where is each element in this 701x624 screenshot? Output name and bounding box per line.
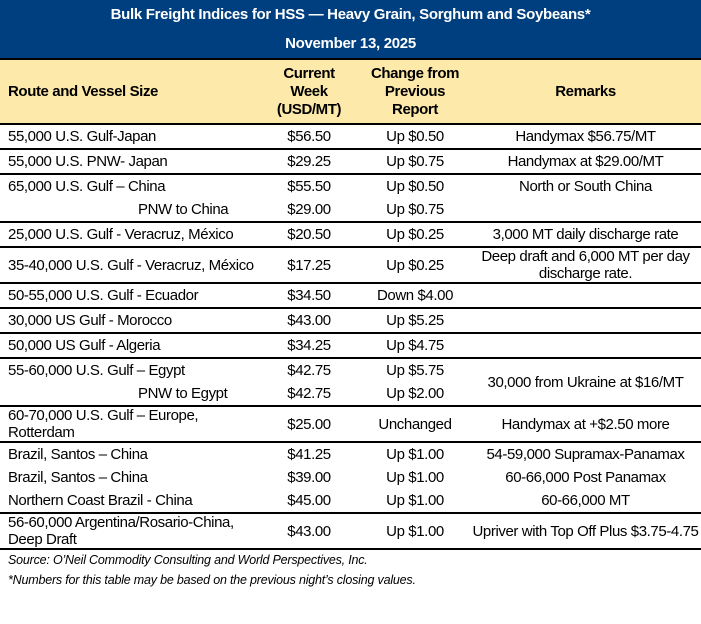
table-row: 60-70,000 U.S. Gulf – Europe, Rotterdam $…: [0, 405, 701, 442]
remarks-cell: 30,000 from Ukraine at $16/MT: [470, 357, 701, 406]
route-cell: 55-60,000 U.S. Gulf – Egypt: [0, 357, 258, 382]
route-cell: 56-60,000 Argentina/Rosario-China, Deep …: [0, 512, 258, 550]
table-footer: Source: O’Neil Commodity Consulting and …: [0, 550, 701, 590]
column-header-route: Route and Vessel Size: [0, 60, 258, 124]
change-cell: Up $0.75: [386, 201, 444, 218]
route-cell: 50,000 US Gulf - Algeria: [0, 332, 258, 358]
freight-table: Route and Vessel Size Current Week (USD/…: [0, 60, 701, 550]
route-cell: 55,000 U.S. PNW- Japan: [0, 148, 258, 174]
table-body: 55,000 U.S. Gulf-Japan $56.50 Up $0.50 Hand…: [0, 123, 701, 550]
table-row: Brazil, Santos – China $39.00 Up $1.00 60-6…: [0, 466, 701, 489]
current-week-cell: $43.00: [258, 512, 360, 550]
table-row: 25,000 U.S. Gulf - Veracruz, México $20.5…: [0, 221, 701, 247]
current-week-cell: $17.25: [258, 246, 360, 283]
change-cell: Up $0.50: [360, 123, 470, 149]
remarks-cell: [470, 282, 701, 308]
remarks-cell: 60-66,000 Post Panamax: [505, 469, 666, 486]
route-cell: Brazil, Santos – China: [0, 441, 258, 466]
table-row: Northern Coast Brazil - China $45.00 Up $1…: [0, 489, 701, 513]
table-row: PNW to China $29.00 Up $0.75: [0, 198, 701, 222]
change-cell: Up $0.25: [360, 221, 470, 247]
route-cell: Northern Coast Brazil - China: [8, 492, 193, 509]
table-row: 30,000 US Gulf - Morocco $43.00 Up $5.25: [0, 307, 701, 333]
header-line: Change from: [370, 64, 460, 82]
current-week-cell: $20.50: [258, 221, 360, 247]
current-week-cell: $56.50: [258, 123, 360, 149]
current-week-cell: $34.25: [258, 332, 360, 358]
current-week-cell: $42.75: [287, 385, 331, 402]
current-week-cell: $25.00: [258, 405, 360, 442]
remarks-cell: Handymax at +$2.50 more: [470, 405, 701, 442]
remarks-cell: Deep draft and 6,000 MT per day discharg…: [470, 246, 701, 283]
source-note: Source: O’Neil Commodity Consulting and …: [8, 553, 368, 567]
route-cell: PNW to China: [138, 201, 229, 218]
header-line: (USD/MT): [276, 100, 342, 118]
current-week-cell: $42.75: [258, 357, 360, 382]
table-row: 65,000 U.S. Gulf – China $55.50 Up $0.50 No…: [0, 173, 701, 198]
current-week-cell: $39.00: [287, 469, 331, 486]
route-cell: 50-55,000 U.S. Gulf - Ecuador: [0, 282, 258, 308]
change-cell: Up $1.00: [386, 492, 444, 509]
table-title-bar: Bulk Freight Indices for HSS — Heavy Gra…: [0, 0, 701, 60]
remarks-cell: [470, 332, 701, 358]
footnote: *Numbers for this table may be based on …: [8, 573, 416, 587]
change-cell: Up $2.00: [386, 385, 444, 402]
header-line: Report: [392, 100, 438, 118]
remarks-cell: Handymax at $29.00/MT: [470, 148, 701, 174]
change-cell: Up $0.50: [360, 173, 470, 198]
route-cell: PNW to Egypt: [138, 385, 228, 402]
table-row: PNW to Egypt $42.75 Up $2.00: [0, 382, 701, 406]
change-cell: Up $0.75: [360, 148, 470, 174]
header-line: Week: [290, 82, 328, 100]
table-date: November 13, 2025: [285, 35, 416, 52]
change-cell: Up $4.75: [360, 332, 470, 358]
route-cell: 25,000 U.S. Gulf - Veracruz, México: [0, 221, 258, 247]
remarks-cell: North or South China: [470, 173, 701, 198]
change-cell: Unchanged: [360, 405, 470, 442]
column-header-remarks: Remarks: [470, 60, 701, 124]
table-row: 55-60,000 U.S. Gulf – Egypt $42.75 Up $5.7…: [0, 357, 701, 406]
route-cell: Brazil, Santos – China: [8, 469, 148, 486]
current-week-cell: $41.25: [258, 441, 360, 466]
current-week-cell: $45.00: [287, 492, 331, 509]
table-row: 50-55,000 U.S. Gulf - Ecuador $34.50 Down …: [0, 282, 701, 308]
change-cell: Down $4.00: [360, 282, 470, 308]
remarks-cell: Upriver with Top Off Plus $3.75-4.75: [470, 512, 701, 550]
remarks-cell: [470, 307, 701, 333]
remarks-cell: [470, 198, 701, 222]
current-week-cell: $43.00: [258, 307, 360, 333]
remarks-cell: 54-59,000 Supramax-Panamax: [470, 441, 701, 466]
remarks-cell: 3,000 MT daily discharge rate: [470, 221, 701, 247]
route-cell: 65,000 U.S. Gulf – China: [0, 173, 258, 198]
change-cell: Up $1.00: [360, 441, 470, 466]
change-cell: Up $5.25: [360, 307, 470, 333]
header-line: Previous: [384, 82, 446, 100]
table-row: Brazil, Santos – China $41.25 Up $1.00 54-5…: [0, 441, 701, 466]
current-week-cell: $34.50: [258, 282, 360, 308]
remarks-cell: Handymax $56.75/MT: [470, 123, 701, 149]
column-header-change: Change from Previous Report: [360, 60, 470, 124]
route-cell: 55,000 U.S. Gulf-Japan: [0, 123, 258, 149]
change-cell: Up $0.25: [360, 246, 470, 283]
route-cell: 60-70,000 U.S. Gulf – Europe, Rotterdam: [0, 405, 258, 442]
remarks-cell: 60-66,000 MT: [541, 492, 630, 509]
header-line: Current: [283, 64, 335, 82]
route-cell: 30,000 US Gulf - Morocco: [0, 307, 258, 333]
change-cell: Up $5.75: [360, 357, 470, 382]
freight-table-container: Bulk Freight Indices for HSS — Heavy Gra…: [0, 0, 701, 590]
column-header-current: Current Week (USD/MT): [258, 60, 360, 124]
table-row: 56-60,000 Argentina/Rosario-China, Deep …: [0, 512, 701, 550]
table-row: 50,000 US Gulf - Algeria $34.25 Up $4.75: [0, 332, 701, 358]
table-row: 35-40,000 U.S. Gulf - Veracruz, México $1…: [0, 246, 701, 283]
change-cell: Up $1.00: [386, 469, 444, 486]
current-week-cell: $29.25: [258, 148, 360, 174]
change-cell: Up $1.00: [360, 512, 470, 550]
current-week-cell: $29.00: [287, 201, 331, 218]
route-cell: 35-40,000 U.S. Gulf - Veracruz, México: [0, 246, 258, 283]
current-week-cell: $55.50: [258, 173, 360, 198]
table-title: Bulk Freight Indices for HSS — Heavy Gra…: [110, 6, 591, 23]
header-row: Route and Vessel Size Current Week (USD/…: [0, 60, 701, 124]
table-row: 55,000 U.S. PNW- Japan $29.25 Up $0.75 Hand…: [0, 148, 701, 174]
table-row: 55,000 U.S. Gulf-Japan $56.50 Up $0.50 Hand…: [0, 123, 701, 149]
